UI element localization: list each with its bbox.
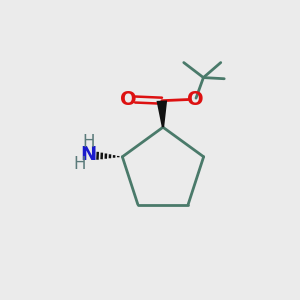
Text: N: N [80, 145, 97, 164]
Text: O: O [187, 90, 203, 109]
Text: O: O [121, 90, 137, 109]
Text: H: H [74, 155, 86, 173]
Text: H: H [82, 134, 94, 152]
Polygon shape [157, 100, 167, 127]
